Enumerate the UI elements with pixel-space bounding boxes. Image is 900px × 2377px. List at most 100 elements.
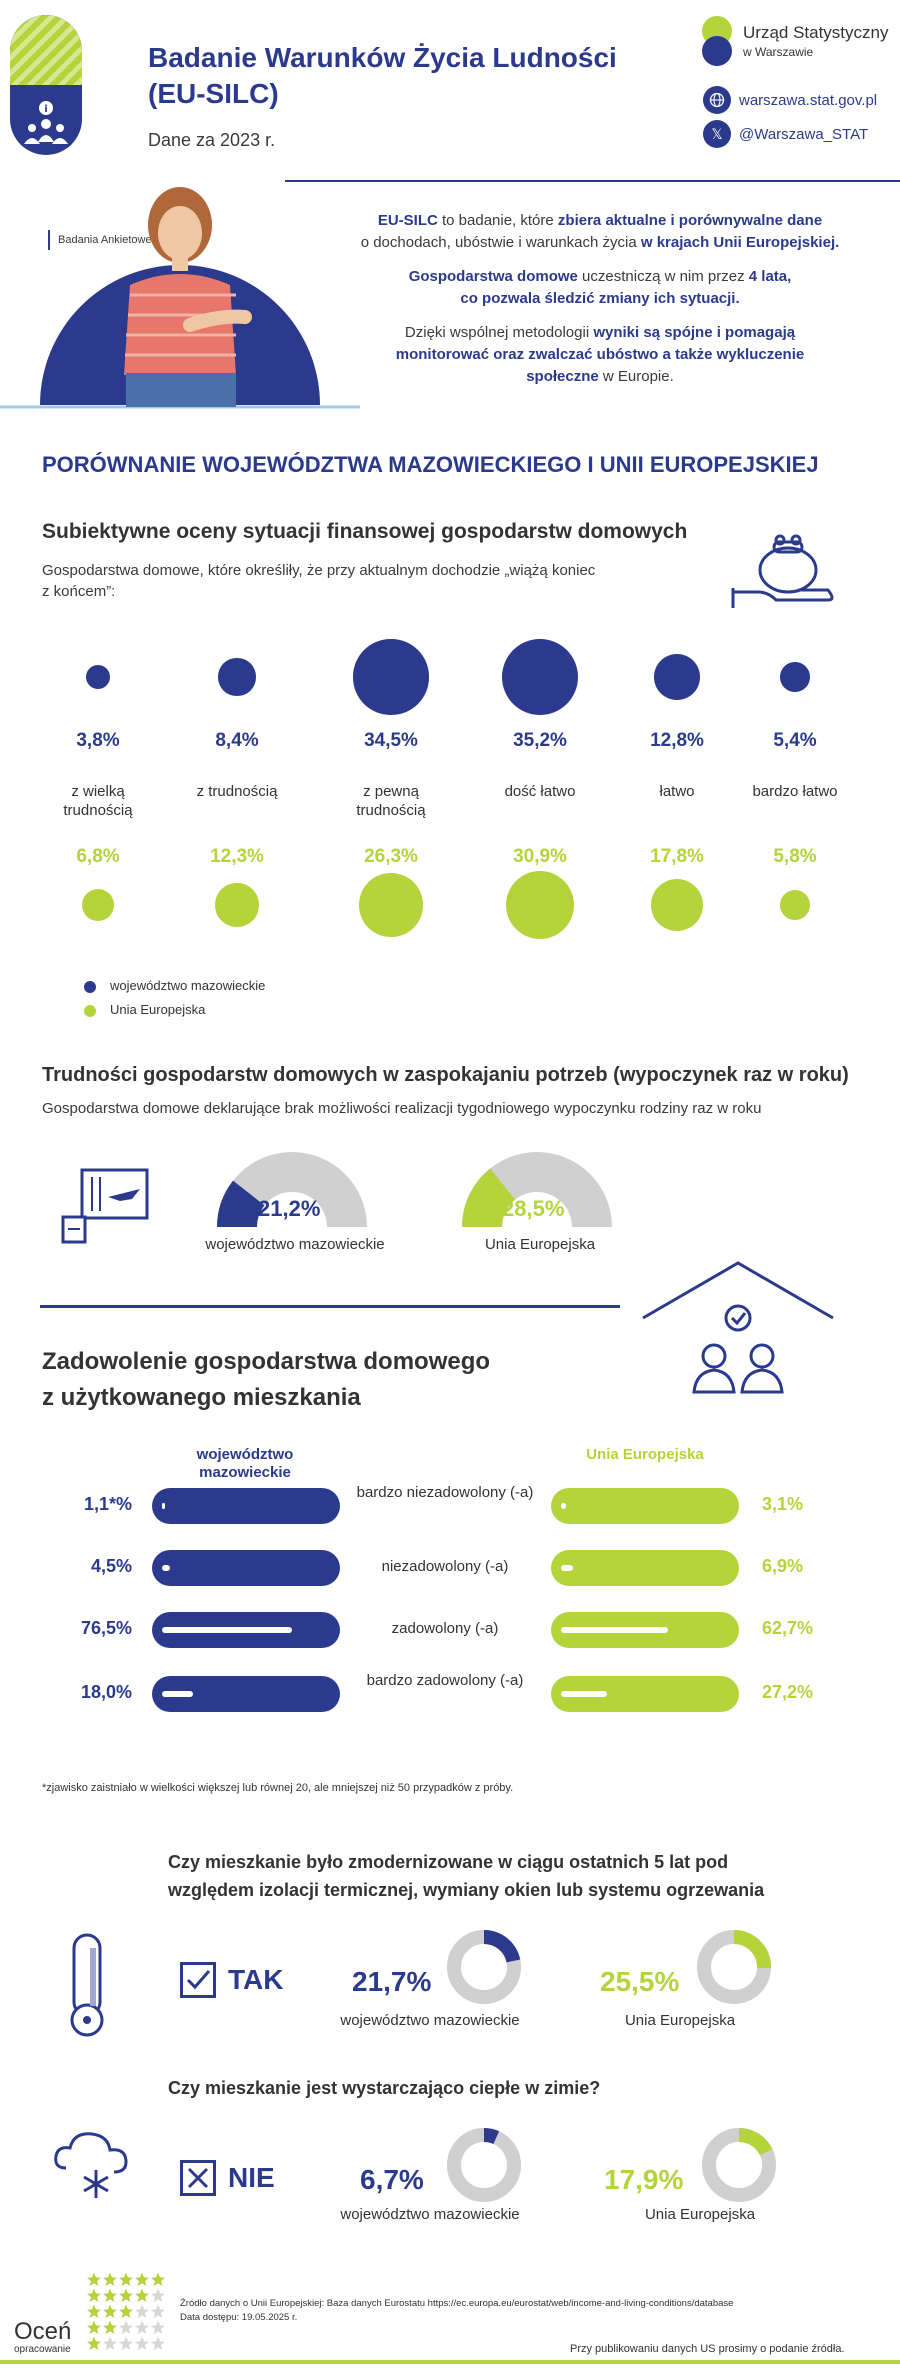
warm-eu-value: 17,9% [604, 2164, 684, 2195]
rating-stars[interactable] [86, 2272, 168, 2359]
maz-bar-fill [162, 1691, 193, 1697]
legend-eu-dot [84, 1004, 96, 1017]
modernized-answer: TAK [228, 1964, 284, 1995]
checkbox-no-icon [180, 2160, 216, 2196]
maz-value: 76,5% [80, 1618, 132, 1638]
eu-percent: 30,9% [513, 846, 567, 867]
twitter-link[interactable]: 𝕏 @Warszawa_STAT [703, 120, 868, 148]
eu-bar-fill [561, 1691, 608, 1697]
maz-bar-fill [162, 1503, 165, 1509]
eu-bar-fill [561, 1627, 668, 1633]
house-family-icon [642, 1261, 834, 1394]
holiday-eu-value: 28,5% [502, 1196, 565, 1221]
maz-percent: 35,2% [513, 730, 567, 751]
maz-bar-fill [162, 1627, 293, 1633]
satisfaction-footnote: *zjawisko zaistniało w wielkości większe… [42, 1782, 514, 1794]
intro-paragraph-1: EU-SILC to badanie, które zbiera aktualn… [360, 212, 840, 251]
modernized-maz-label: województwo mazowieckie [340, 2012, 520, 2029]
holiday-maz-label: województwo mazowieckie [205, 1236, 385, 1253]
holiday-maz-gauge [217, 1152, 367, 1227]
eu-bar-fill [561, 1565, 573, 1571]
maz-bar [152, 1488, 340, 1524]
survey-logo: i [10, 15, 82, 155]
intro-paragraph-2: Gospodarstwa domowe uczestniczą w nim pr… [408, 268, 792, 307]
eu-value: 62,7% [762, 1618, 814, 1638]
website-link[interactable]: warszawa.stat.gov.pl [703, 86, 877, 114]
eu-bar [551, 1612, 739, 1648]
eu-bar [551, 1488, 739, 1524]
maz-percent: 3,8% [76, 730, 120, 751]
maz-percent: 12,8% [650, 730, 704, 751]
satisfaction-label: zadowolony (-a) [391, 1620, 499, 1637]
bubble-eu [215, 883, 259, 927]
legend-eu: Unia Europejska [84, 1002, 205, 1017]
rate-sublabel: opracowanie [14, 2344, 71, 2355]
modernized-maz-donut [447, 1930, 521, 2004]
section-title: PORÓWNANIE WOJEWÓDZTWA MAZOWIECKIEGO I U… [42, 452, 819, 477]
maz-bar-fill [162, 1565, 170, 1571]
eu-bar-fill [561, 1503, 567, 1509]
satisfaction-label: bardzo zadowolony (-a) [366, 1672, 524, 1689]
eu-percent: 5,8% [773, 846, 817, 867]
intro-text: EU-SILC to badanie, które zbiera aktualn… [320, 210, 880, 400]
globe-icon [703, 86, 731, 114]
category-label: łatwo [659, 783, 695, 800]
modernized-maz-value: 21,7% [352, 1966, 432, 1997]
modernized-eu-donut [697, 1930, 771, 2004]
bubble-maz [353, 639, 429, 715]
warm-eu-label: Unia Europejska [644, 2206, 756, 2223]
bubble-eu [505, 870, 575, 940]
eu-bar [551, 1550, 739, 1586]
rate-label[interactable]: Oceń [14, 2318, 72, 2345]
maz-percent: 34,5% [364, 730, 418, 751]
holiday-title: Trudności gospodarstw domowych w zaspoka… [42, 1064, 849, 1086]
satisfaction-head-maz: województwo mazowieckie [196, 1446, 294, 1481]
intro-paragraph-3: Dzięki wspólnej metodologii wyniki są sp… [395, 324, 805, 385]
holiday-desc: Gospodarstwa domowe deklarujące brak moż… [42, 1100, 762, 1117]
hand-purse-icon [731, 534, 834, 608]
eu-percent: 26,3% [364, 846, 418, 867]
category-label: dość łatwo [504, 783, 576, 800]
satisfaction-head-eu: Unia Europejska [586, 1446, 704, 1463]
bubble-eu [780, 890, 810, 920]
category-label: z pewną trudnością [356, 783, 426, 819]
checkbox-yes-icon [180, 1962, 216, 1998]
bubble-maz [780, 662, 810, 692]
category-label: z trudnością [196, 783, 278, 800]
finance-desc: Gospodarstwa domowe, które określiły, że… [42, 562, 596, 600]
intro-tag: Badania Ankietowe [48, 230, 152, 250]
eu-value: 3,1% [762, 1494, 804, 1514]
office-city: w Warszawie [743, 45, 814, 59]
warm-maz-donut [447, 2128, 521, 2202]
maz-value: 18,0% [80, 1682, 132, 1702]
x-twitter-icon: 𝕏 [703, 120, 731, 148]
bubble-maz [85, 664, 111, 690]
legend-maz-dot [84, 980, 96, 993]
bubble-eu [650, 878, 704, 932]
legend-maz: województwo mazowieckie [84, 978, 265, 993]
twitter-text: @Warszawa_STAT [739, 125, 869, 143]
publish-notice: Przy publikowaniu danych US prosimy o po… [570, 2343, 845, 2355]
maz-bar [152, 1550, 340, 1586]
bubble-eu [81, 888, 115, 922]
people-info-icon: i [24, 101, 68, 144]
office-logo: Urząd Statystyczny w Warszawie [697, 15, 889, 72]
warm-maz-label: województwo mazowieckie [340, 2206, 520, 2223]
satisfaction-title: Zadowolenie gospodarstwa domowego z użyt… [42, 1348, 491, 1411]
eu-bar [551, 1676, 739, 1712]
maz-bar [152, 1676, 340, 1712]
period-label: Dane za 2023 r. [148, 130, 276, 150]
modernized-eu-label: Unia Europejska [624, 2012, 736, 2029]
bubble-maz [654, 654, 700, 700]
woman-illustration [0, 187, 360, 409]
warm-eu-donut [702, 2128, 776, 2202]
bubble-maz [218, 658, 256, 696]
category-label: z wielką trudnością [63, 783, 133, 819]
website-text: warszawa.stat.gov.pl [739, 91, 878, 109]
modernized-question: Czy mieszkanie było zmodernizowane w cią… [168, 1852, 765, 1900]
maz-value: 1,1*% [83, 1494, 132, 1514]
modernized-eu-value: 25,5% [600, 1966, 680, 1997]
holiday-maz-value: 21,2% [258, 1196, 321, 1221]
bubble-maz [502, 639, 578, 715]
eu-value: 6,9% [762, 1556, 804, 1576]
